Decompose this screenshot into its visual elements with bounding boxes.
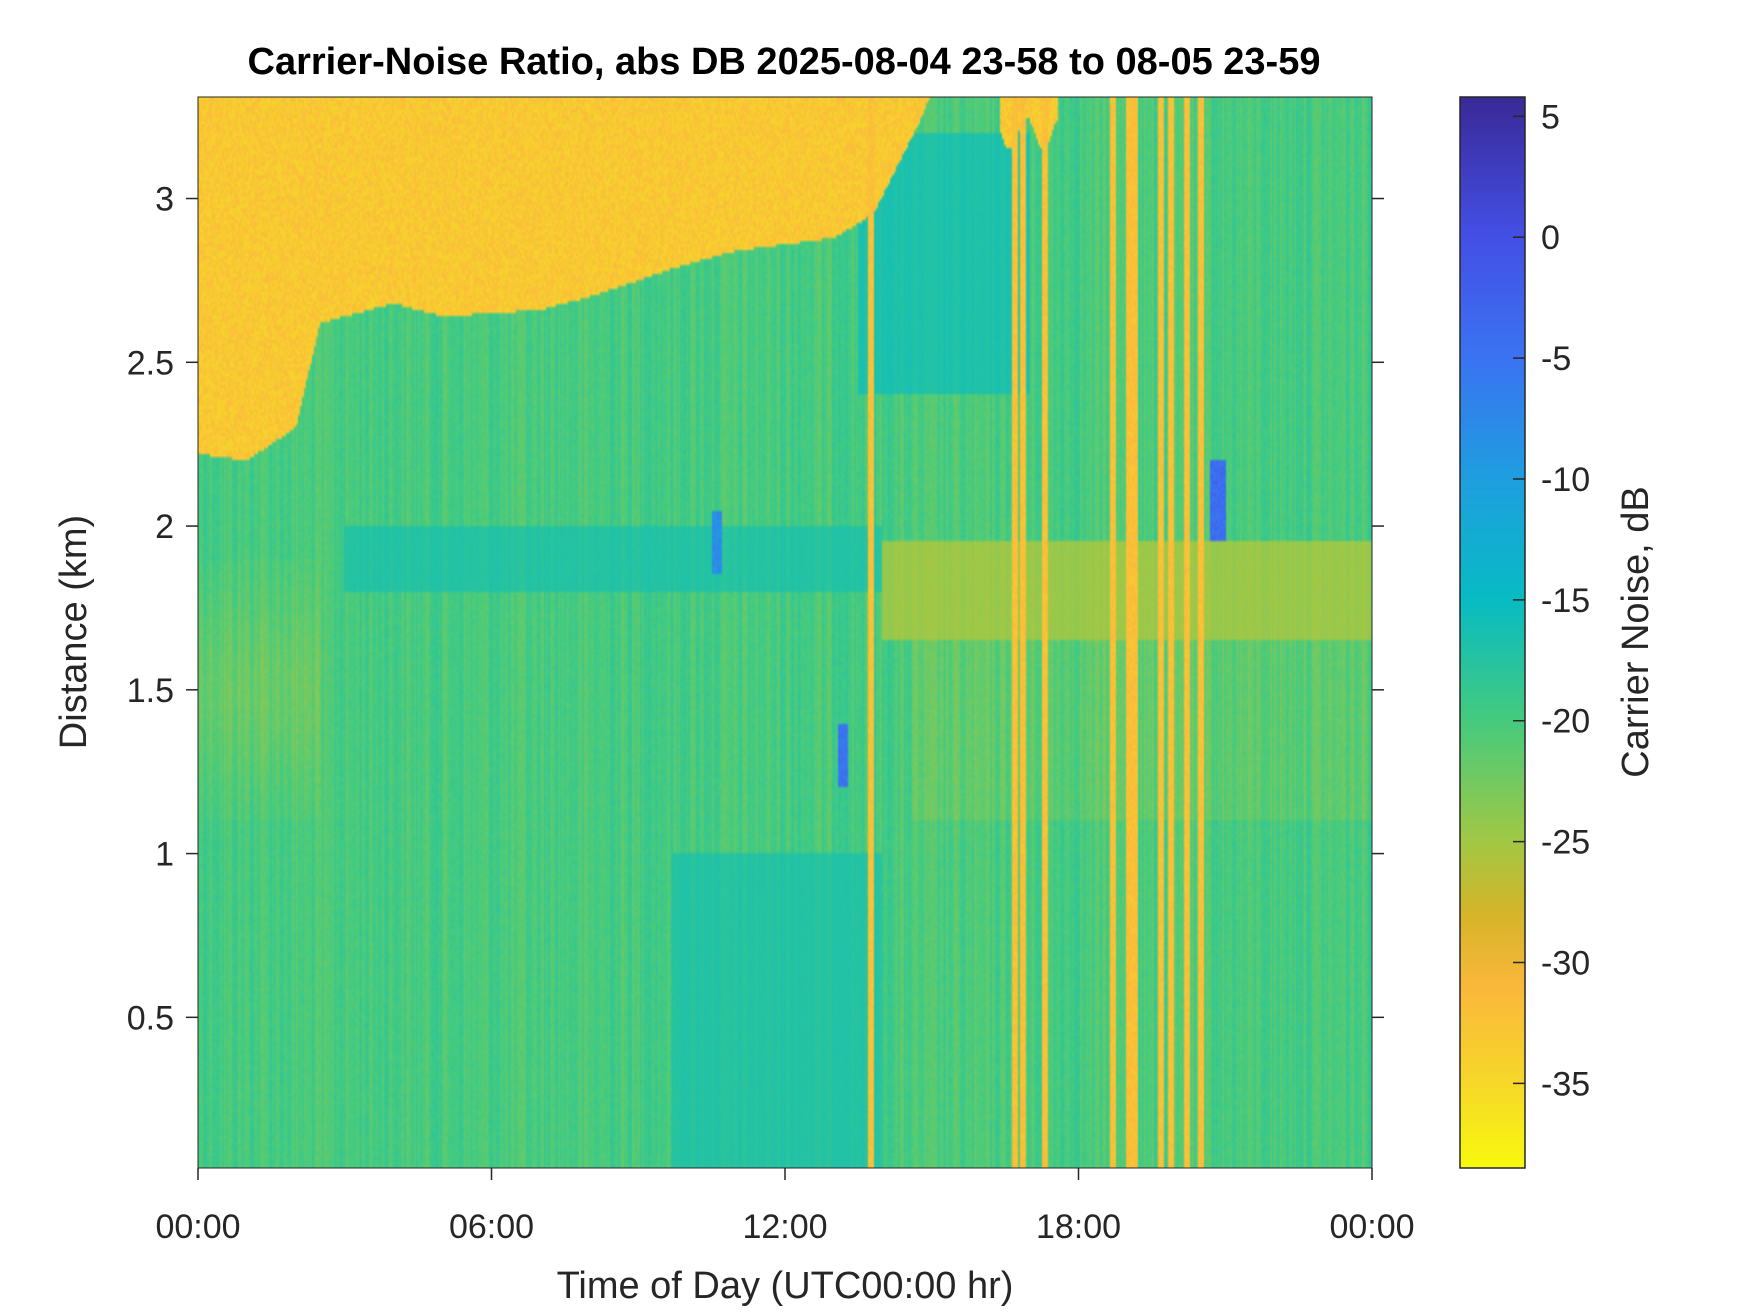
colorbar-gradient xyxy=(1460,97,1525,1168)
colorbar-tick-label: -15 xyxy=(1541,582,1590,620)
colorbar-tick-label: -5 xyxy=(1541,340,1571,378)
x-axis: 00:00 06:00 12:00 18:00 00:00 xyxy=(155,1168,1415,1246)
y-tick-label: 2.5 xyxy=(127,344,174,382)
colorbar-frame xyxy=(1459,96,1526,1169)
chart-title: Carrier-Noise Ratio, abs DB 2025-08-04 2… xyxy=(248,41,1321,83)
colorbar-tick-label: 5 xyxy=(1541,98,1560,136)
x-axis-label: Time of Day (UTC00:00 hr) xyxy=(557,1265,1014,1307)
y-tick-label: 1 xyxy=(155,836,174,874)
y-tick-label: 3 xyxy=(155,181,174,219)
x-tick-label: 18:00 xyxy=(1036,1208,1121,1246)
plot-frame xyxy=(197,96,1373,1169)
x-tick-label: 06:00 xyxy=(449,1208,534,1246)
y-tick-label: 1.5 xyxy=(127,672,174,710)
x-tick-label: 00:00 xyxy=(1329,1208,1414,1246)
y-tick-label: 0.5 xyxy=(127,999,174,1037)
colorbar-tick-label: -35 xyxy=(1541,1065,1590,1103)
x-tick-label: 12:00 xyxy=(742,1208,827,1246)
y-axis-label: Distance (km) xyxy=(53,515,95,749)
colorbar-tick-label: 0 xyxy=(1541,219,1560,257)
y-axis: 0.5 1 1.5 2 2.5 3 xyxy=(127,181,1384,1037)
colorbar-tick-label: -20 xyxy=(1541,703,1590,741)
carrier-noise-heatmap xyxy=(198,97,1372,1168)
colorbar-tick-label: -10 xyxy=(1541,461,1590,499)
colorbar-axis: 5 0 -5 -10 -15 -20 -25 -30 -35 xyxy=(1513,98,1590,1103)
colorbar-label: Carrier Noise, dB xyxy=(1615,486,1657,777)
y-tick-label: 2 xyxy=(155,508,174,546)
colorbar-tick-label: -25 xyxy=(1541,824,1590,862)
colorbar-tick-label: -30 xyxy=(1541,945,1590,983)
x-tick-label: 00:00 xyxy=(155,1208,240,1246)
